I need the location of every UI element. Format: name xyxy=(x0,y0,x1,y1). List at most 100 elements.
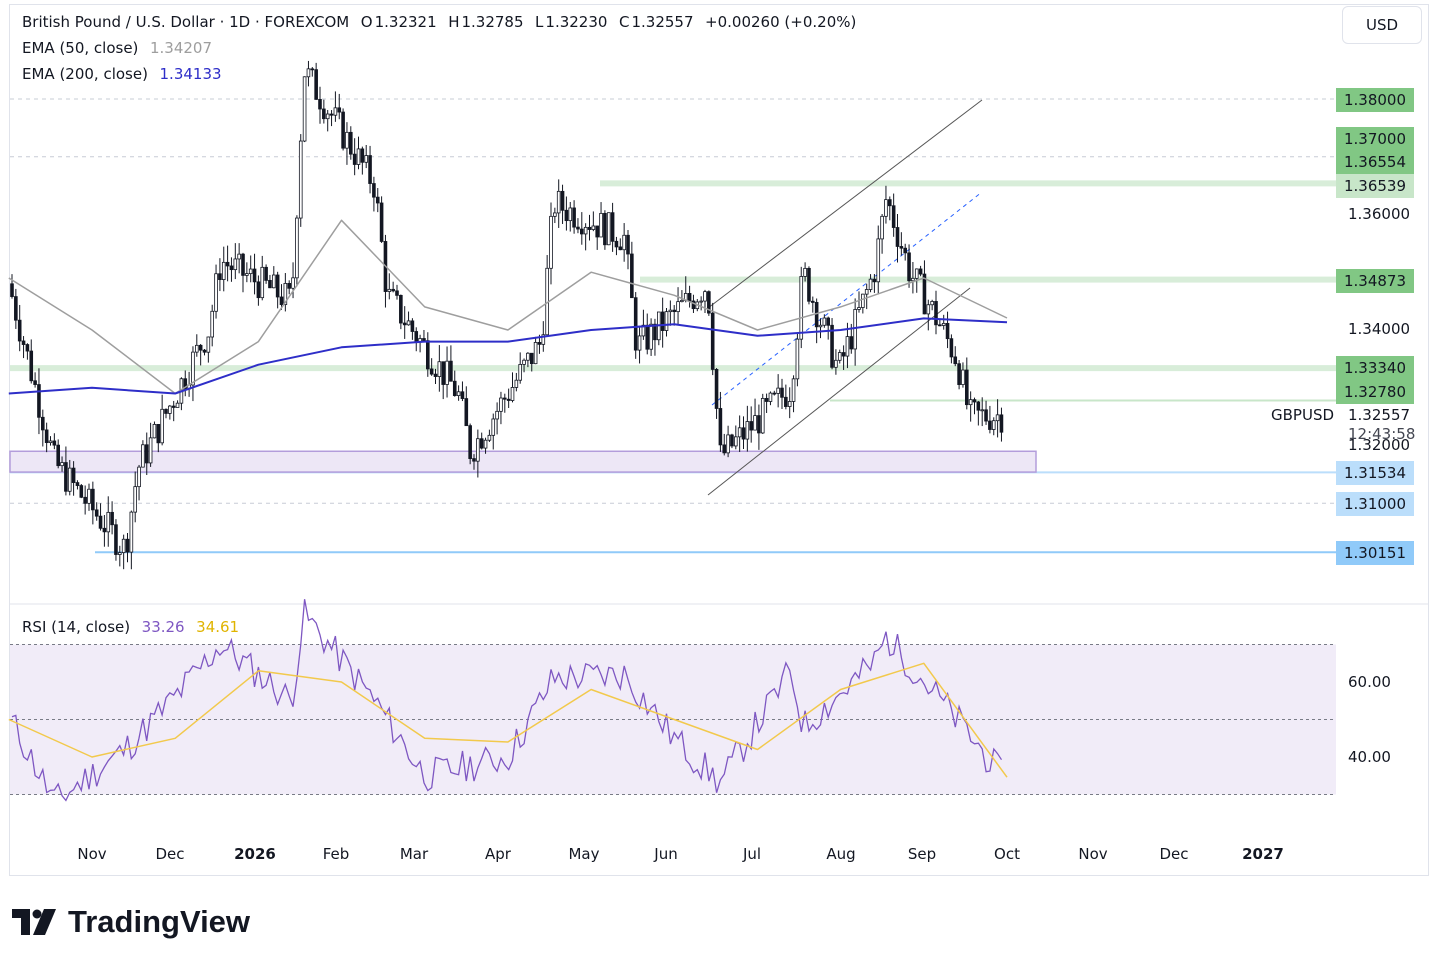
last-price-label[interactable]: 1.32557 xyxy=(1348,406,1411,424)
candle-body xyxy=(914,268,919,279)
symbol-title: British Pound / U.S. Dollar · 1D · FOREX… xyxy=(22,13,350,31)
rsi-legend[interactable]: RSI (14, close) 33.26 34.61 xyxy=(22,618,241,636)
candle-body xyxy=(587,226,592,230)
resistance-level-band xyxy=(600,180,1336,187)
candle-body xyxy=(899,246,904,249)
candle-body xyxy=(202,349,207,353)
candle-body xyxy=(148,437,153,464)
level-label[interactable]: 1.34873 xyxy=(1336,269,1414,293)
candle-body xyxy=(714,369,719,409)
ema200-legend[interactable]: EMA (200, close) 1.34133 xyxy=(22,65,224,83)
candle-body xyxy=(495,410,499,420)
level-label[interactable]: 1.31534 xyxy=(1336,461,1414,485)
candle-body xyxy=(703,291,707,302)
level-label[interactable]: 1.31000 xyxy=(1336,492,1414,516)
candle-body xyxy=(329,113,334,116)
candle-body xyxy=(757,415,761,434)
candle-body xyxy=(375,196,380,204)
candle-body xyxy=(953,356,958,365)
candle-body xyxy=(672,309,676,313)
rsi-label: RSI (14, close) xyxy=(22,618,131,636)
ticker-label: GBPUSD xyxy=(1271,406,1335,424)
tradingview-logo[interactable]: TradingView xyxy=(12,904,250,940)
candle-body xyxy=(884,199,888,217)
candle-body xyxy=(491,418,496,436)
candle-body xyxy=(857,307,861,310)
level-label[interactable]: 1.38000 xyxy=(1336,88,1414,112)
currency-button[interactable]: USD xyxy=(1342,6,1422,44)
candle-body xyxy=(414,331,419,343)
candle-body xyxy=(52,440,57,446)
time-tick: Sep xyxy=(907,845,937,863)
time-tick: Aug xyxy=(826,845,856,863)
candle-body xyxy=(618,246,623,251)
candle-body xyxy=(553,212,557,217)
candle-body xyxy=(718,408,723,446)
candle-body xyxy=(102,527,107,533)
candle-body xyxy=(352,153,357,165)
candle-body xyxy=(271,274,276,289)
candle-body xyxy=(795,338,800,380)
candle-body xyxy=(110,511,114,526)
candle-body xyxy=(518,364,522,381)
close-label: C xyxy=(618,13,630,31)
candle-body xyxy=(572,207,576,228)
candle-body xyxy=(44,429,49,444)
candle-body xyxy=(814,302,819,328)
candle-body xyxy=(306,68,311,78)
candle-body xyxy=(295,217,299,279)
time-tick: 2027 xyxy=(1242,845,1284,863)
candle-body xyxy=(283,283,288,305)
candle-body xyxy=(168,405,172,414)
candle-body xyxy=(622,234,626,251)
candle-body xyxy=(48,440,53,444)
support-zone-box xyxy=(9,450,1037,473)
candle-body xyxy=(934,301,938,326)
candle-body xyxy=(83,496,87,504)
level-label[interactable]: 1.30151 xyxy=(1336,541,1414,565)
level-label[interactable]: 1.36539 xyxy=(1336,174,1414,198)
open-value: 1.32321 xyxy=(374,13,437,31)
candle-body xyxy=(988,420,992,430)
time-tick: Nov xyxy=(77,845,107,863)
candle-body xyxy=(691,300,696,310)
candle-body xyxy=(198,344,203,351)
candle-body xyxy=(325,113,330,120)
candle-body xyxy=(945,322,950,340)
candle-body xyxy=(241,253,245,276)
candle-body xyxy=(422,338,426,342)
candle-body xyxy=(160,408,164,444)
level-label[interactable]: 1.32780 xyxy=(1336,380,1414,404)
candle-body xyxy=(310,68,315,71)
rsi-ma-line xyxy=(8,662,1008,778)
ema50-legend[interactable]: EMA (50, close) 1.34207 xyxy=(22,39,214,57)
resistance-level-band xyxy=(640,276,1336,283)
candle-body xyxy=(633,297,638,351)
ema200-line xyxy=(8,317,1008,395)
resistance-level-band xyxy=(10,365,1336,372)
candle-body xyxy=(807,267,811,302)
time-tick: Apr xyxy=(485,845,511,863)
candle-body xyxy=(10,283,14,297)
candle-body xyxy=(591,225,596,230)
candle-body xyxy=(171,405,176,408)
candle-body xyxy=(826,317,830,326)
candle-body xyxy=(864,289,869,295)
candle-body xyxy=(483,439,488,449)
level-label[interactable]: 1.36554 xyxy=(1336,150,1414,174)
price-tick: 1.36000 xyxy=(1348,205,1411,223)
candle-body xyxy=(360,148,365,163)
channel-lower-line xyxy=(707,287,971,496)
channel-upper-line xyxy=(707,99,983,309)
candle-body xyxy=(391,288,395,292)
candle-body xyxy=(75,482,80,486)
candle-body xyxy=(514,379,519,388)
candle-body xyxy=(71,467,76,483)
candle-body xyxy=(364,155,368,163)
candle-body xyxy=(653,323,657,341)
level-label[interactable]: 1.37000 xyxy=(1336,127,1414,151)
candle-body xyxy=(37,384,41,418)
candle-body xyxy=(125,538,130,553)
level-label[interactable]: 1.33340 xyxy=(1336,356,1414,380)
